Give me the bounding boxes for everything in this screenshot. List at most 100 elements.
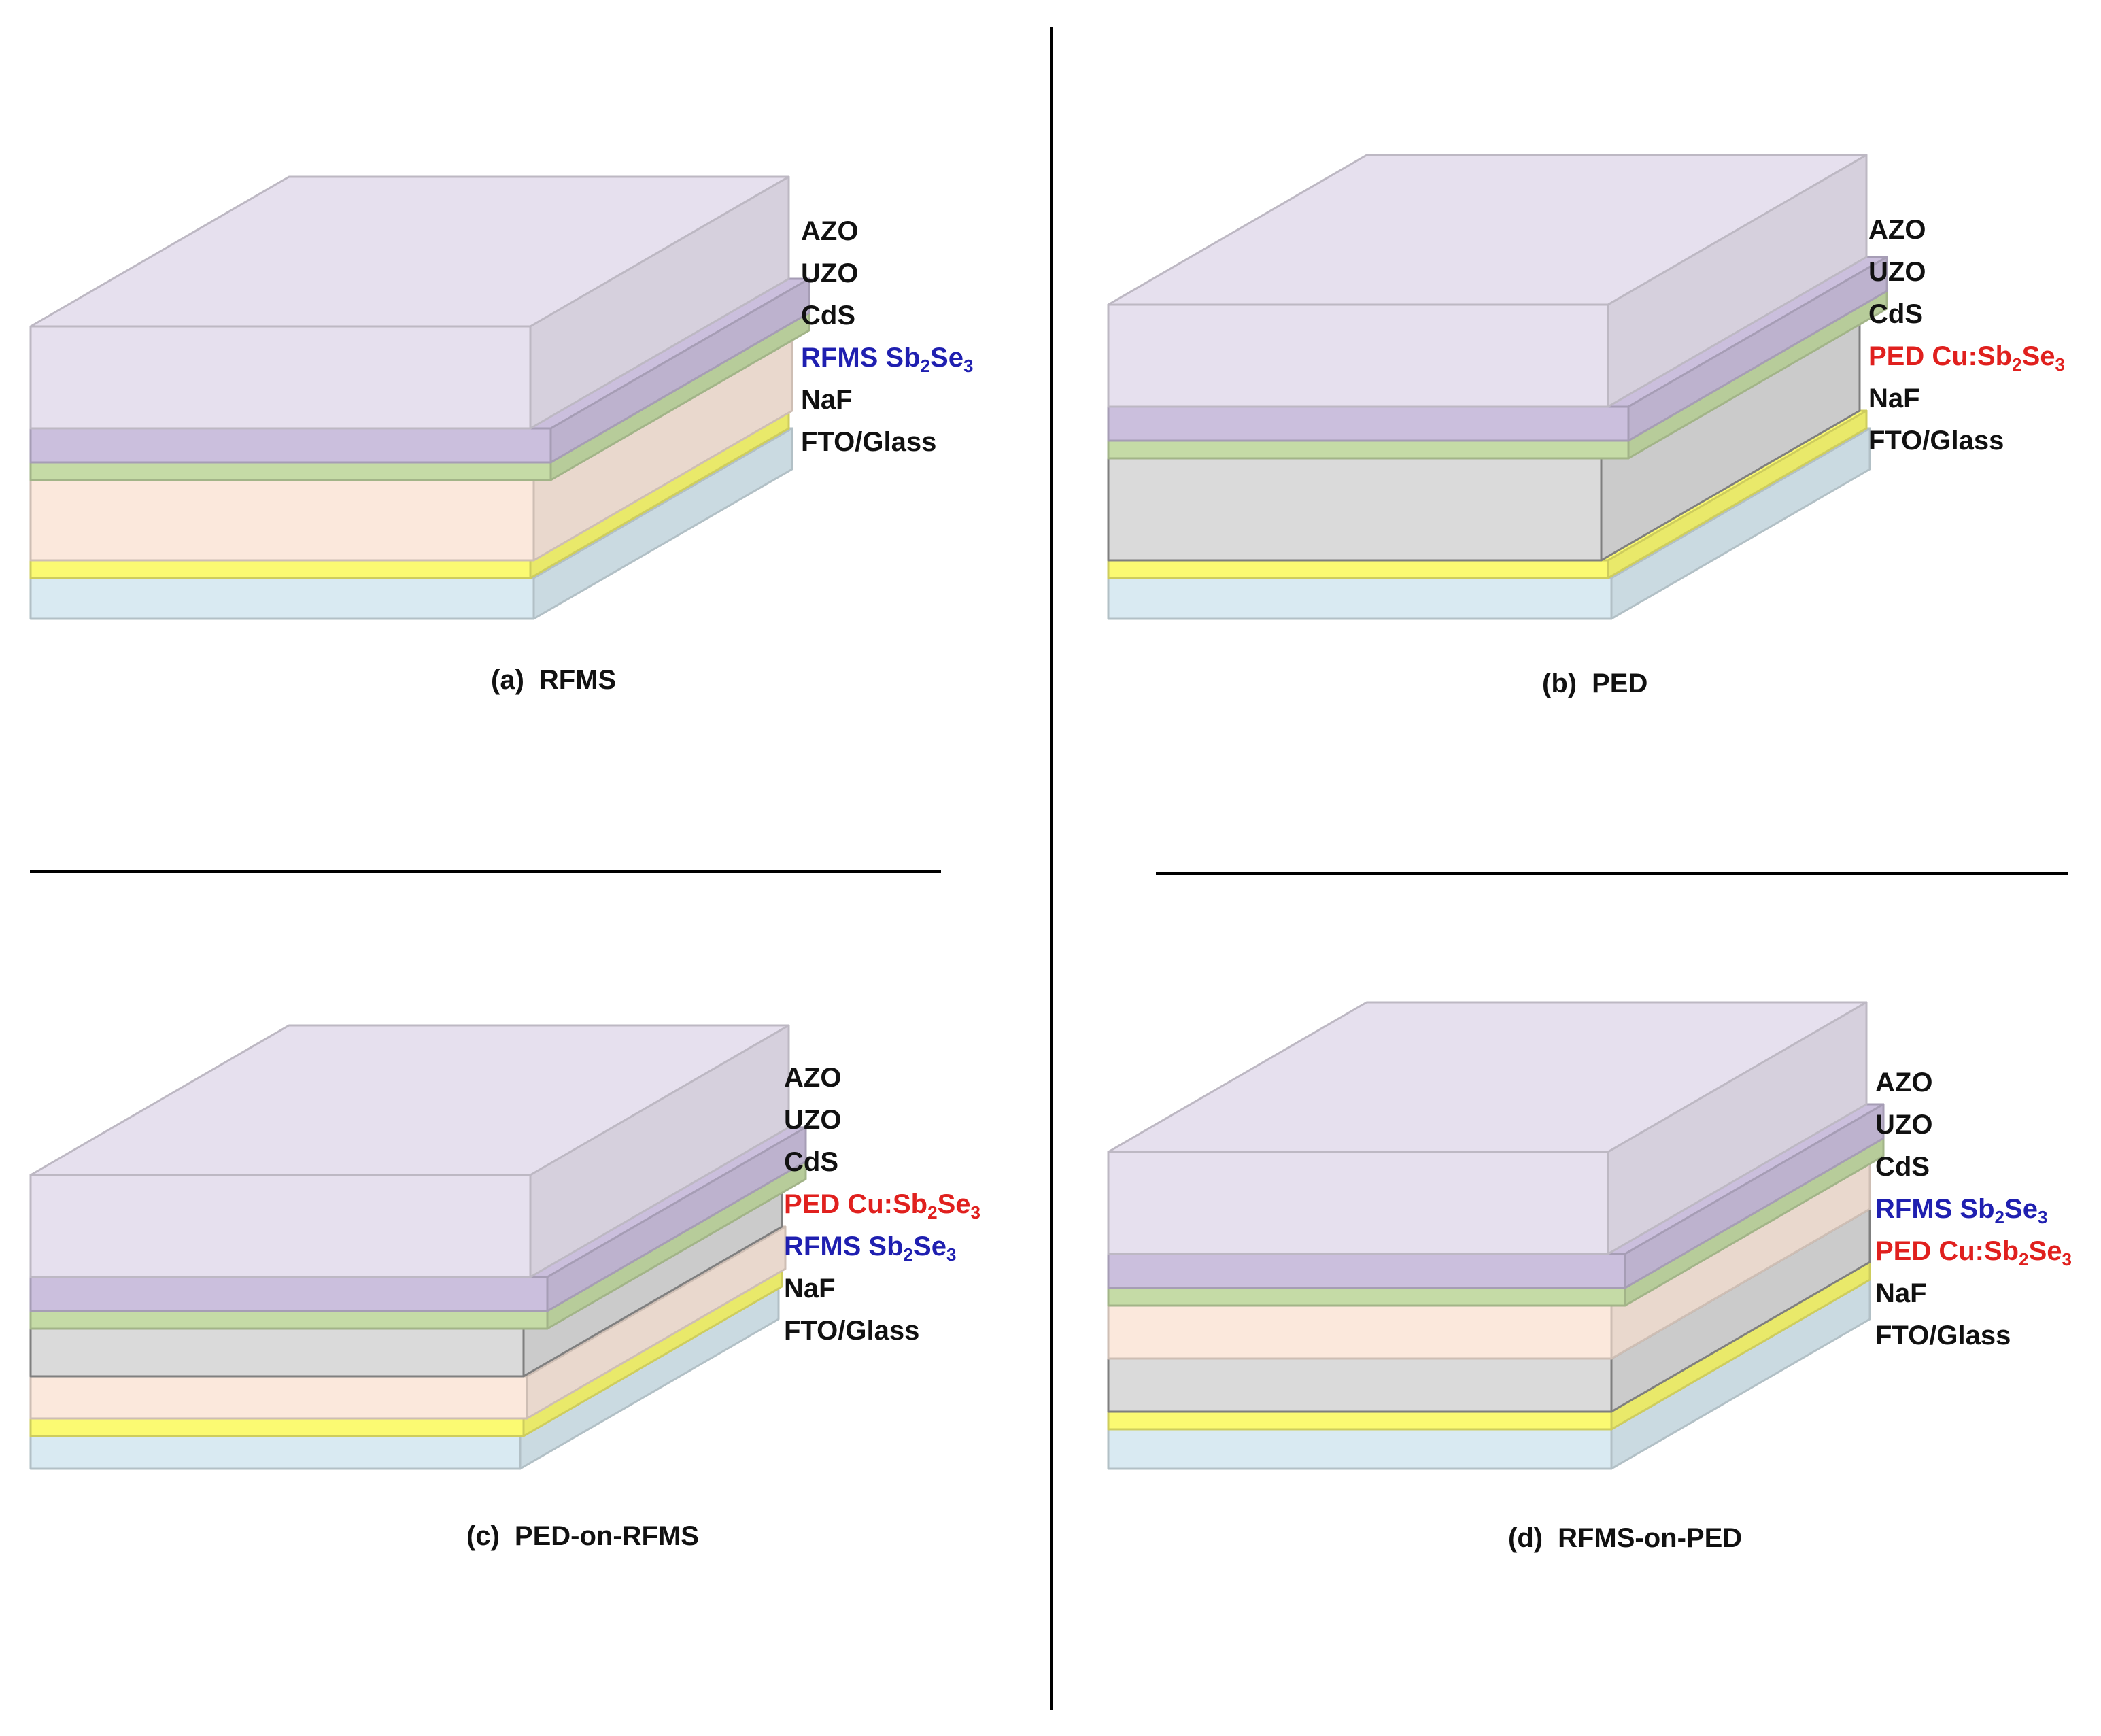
caption-tag: (a) bbox=[491, 665, 524, 695]
caption-tag: (b) bbox=[1542, 668, 1577, 698]
layer-label: NaF bbox=[1875, 1273, 1927, 1314]
layer-label-text: AZO bbox=[784, 1063, 842, 1093]
layer-rfms-d-front bbox=[1107, 1304, 1613, 1360]
layer-label: CdS bbox=[1875, 1146, 1930, 1187]
layer-label-text: FTO/Glass bbox=[801, 427, 937, 457]
layer-label-text: UZO bbox=[1875, 1110, 1933, 1140]
layer-label-text: UZO bbox=[801, 258, 859, 288]
layer-naf-c-front bbox=[29, 1417, 525, 1437]
layer-azo-d-front bbox=[1107, 1151, 1609, 1255]
subscript: 3 bbox=[2037, 1207, 2048, 1227]
layer-rfms-a-front bbox=[29, 479, 535, 562]
layer-label-text: Se bbox=[930, 343, 963, 373]
subscript: 2 bbox=[903, 1244, 914, 1265]
layer-azo-b-front bbox=[1107, 303, 1609, 408]
layer-label: NaF bbox=[801, 379, 853, 420]
layer-fto-d-front bbox=[1107, 1428, 1613, 1470]
layer-label: FTO/Glass bbox=[1875, 1315, 2011, 1356]
horizontal-divider-left bbox=[30, 870, 941, 873]
layer-naf-a-front bbox=[29, 559, 532, 579]
subscript: 3 bbox=[2062, 1249, 2072, 1270]
layer-label-text: FTO/Glass bbox=[1875, 1321, 2011, 1350]
layer-label-text: CdS bbox=[1868, 299, 1923, 329]
layer-label: UZO bbox=[784, 1100, 841, 1140]
layer-label-text: PED Cu:Sb bbox=[1868, 341, 2013, 371]
layer-label: PED Cu:Sb2Se3 bbox=[1875, 1231, 2072, 1272]
layer-label-text: PED Cu:Sb bbox=[1875, 1236, 2019, 1266]
subscript: 2 bbox=[927, 1202, 938, 1223]
panel-b-caption: (b) PED bbox=[1542, 666, 1647, 700]
layer-label: AZO bbox=[784, 1057, 841, 1098]
caption-name: PED-on-RFMS bbox=[514, 1521, 699, 1551]
caption-name: RFMS-on-PED bbox=[1558, 1523, 1743, 1553]
layer-uzo-d-front bbox=[1107, 1253, 1626, 1289]
layer-label: NaF bbox=[1868, 378, 1920, 419]
layer-label: FTO/Glass bbox=[1868, 420, 2004, 461]
layer-ped-b-front bbox=[1107, 457, 1603, 562]
layer-label: RFMS Sb2Se3 bbox=[784, 1226, 956, 1267]
layer-label: CdS bbox=[784, 1142, 838, 1182]
layer-naf-d-front bbox=[1107, 1410, 1613, 1431]
layer-label-text: Se bbox=[2028, 1236, 2062, 1266]
panel-c-stack bbox=[29, 1024, 807, 1470]
layer-label-text: CdS bbox=[801, 301, 855, 330]
layer-uzo-b-front bbox=[1107, 405, 1630, 442]
layer-label: UZO bbox=[1868, 252, 1926, 292]
layer-label-text: NaF bbox=[784, 1274, 836, 1304]
layer-label-text: AZO bbox=[1875, 1068, 1933, 1097]
layer-label: CdS bbox=[801, 295, 855, 336]
layer-label-text: AZO bbox=[1868, 215, 1926, 245]
layer-cds-c-front bbox=[29, 1310, 549, 1330]
layer-label: RFMS Sb2Se3 bbox=[801, 337, 973, 378]
subscript: 3 bbox=[946, 1244, 957, 1265]
layer-label-text: RFMS Sb bbox=[801, 343, 921, 373]
layer-label: FTO/Glass bbox=[801, 422, 936, 462]
layer-label-text: RFMS Sb bbox=[1875, 1194, 1995, 1224]
layer-azo-a-front bbox=[29, 325, 532, 430]
subscript: 3 bbox=[963, 356, 974, 376]
layer-ped-c-front bbox=[29, 1327, 525, 1378]
layer-label-text: FTO/Glass bbox=[1868, 426, 2004, 456]
subscript: 2 bbox=[1994, 1207, 2005, 1227]
layer-label: FTO/Glass bbox=[784, 1310, 919, 1351]
layer-label-text: Se bbox=[913, 1231, 946, 1261]
panel-b-stack bbox=[1107, 154, 1888, 620]
caption-name: RFMS bbox=[539, 665, 617, 695]
layer-label-text: CdS bbox=[784, 1147, 838, 1177]
layer-uzo-c-front bbox=[29, 1276, 549, 1312]
layer-label-text: CdS bbox=[1875, 1152, 1930, 1182]
layer-label-text: UZO bbox=[1868, 257, 1926, 287]
panel-a-caption: (a) RFMS bbox=[491, 663, 616, 697]
layer-label-text: AZO bbox=[801, 216, 859, 246]
layer-ped-d-front bbox=[1107, 1357, 1613, 1413]
vertical-divider bbox=[1050, 27, 1053, 1710]
layer-label: UZO bbox=[1875, 1104, 1932, 1145]
subscript: 2 bbox=[2012, 354, 2022, 375]
layer-label: UZO bbox=[801, 253, 858, 294]
layer-cds-a-front bbox=[29, 461, 552, 481]
layer-label: CdS bbox=[1868, 294, 1923, 335]
panel-d-stack bbox=[1107, 1001, 1885, 1470]
subscript: 3 bbox=[2055, 354, 2065, 375]
layer-label-text: NaF bbox=[1868, 384, 1920, 413]
caption-tag: (d) bbox=[1508, 1523, 1543, 1553]
layer-fto-c-front bbox=[29, 1435, 522, 1470]
panel-c-caption: (c) PED-on-RFMS bbox=[466, 1519, 699, 1553]
layer-uzo-a-front bbox=[29, 427, 552, 464]
layer-label: PED Cu:Sb2Se3 bbox=[1868, 336, 2065, 377]
layer-fto-b-front bbox=[1107, 577, 1613, 620]
layer-rfms-c-front bbox=[29, 1375, 528, 1420]
layer-label: AZO bbox=[1875, 1062, 1932, 1103]
layer-label-text: FTO/Glass bbox=[784, 1316, 920, 1346]
layer-label-text: NaF bbox=[801, 385, 853, 415]
layer-label-text: UZO bbox=[784, 1105, 842, 1135]
layer-label: NaF bbox=[784, 1268, 836, 1309]
subscript: 2 bbox=[2019, 1249, 2029, 1270]
layer-label-text: RFMS Sb bbox=[784, 1231, 904, 1261]
layer-naf-b-front bbox=[1107, 559, 1609, 579]
caption-tag: (c) bbox=[466, 1521, 500, 1551]
layer-label-text: Se bbox=[2004, 1194, 2038, 1224]
layer-label: AZO bbox=[801, 211, 858, 252]
